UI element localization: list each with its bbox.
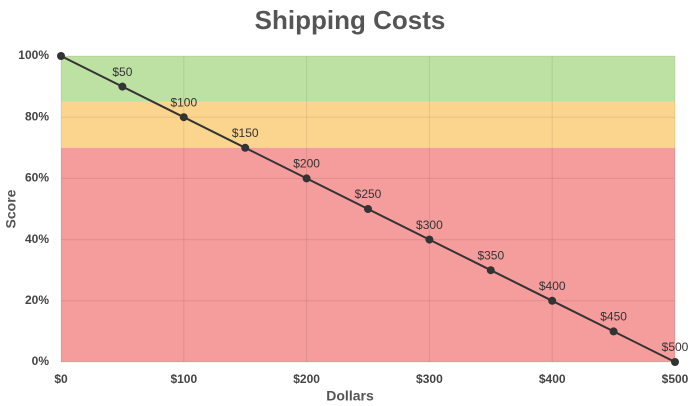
point (179, 113, 188, 122)
y-axis-label: Score (3, 189, 19, 228)
point (548, 296, 557, 305)
point (486, 266, 495, 275)
y-tick-label: 100% (18, 48, 49, 62)
data-label: $300 (416, 218, 443, 232)
data-label: $400 (539, 279, 566, 293)
data-label: $100 (170, 95, 197, 109)
point (57, 52, 65, 60)
point (609, 327, 618, 336)
y-tick-label: 80% (25, 109, 49, 123)
data-label: $200 (293, 157, 320, 171)
y-tick-label: 20% (25, 293, 49, 307)
y-tick-label: 40% (25, 232, 49, 246)
data-label: $450 (600, 310, 627, 324)
x-tick-label: $400 (539, 372, 566, 386)
data-label: $50 (112, 65, 132, 79)
data-label: $150 (232, 126, 259, 140)
y-tick-label: 60% (25, 171, 49, 185)
chart-title: Shipping Costs (255, 5, 446, 35)
x-axis-label: Dollars (326, 388, 374, 404)
data-label: $350 (477, 248, 504, 262)
y-tick-label: 0% (32, 354, 50, 368)
x-tick-label: $200 (293, 372, 320, 386)
x-tick-label: $500 (662, 372, 689, 386)
score-band (61, 56, 675, 102)
x-tick-label: $100 (170, 372, 197, 386)
x-tick-label: $0 (54, 372, 68, 386)
score-band (61, 147, 675, 362)
point (425, 235, 434, 244)
point (671, 358, 679, 366)
score-band (61, 101, 675, 148)
data-label: $500 (662, 340, 689, 354)
point (364, 205, 372, 213)
point (241, 143, 250, 152)
x-tick-label: $300 (416, 372, 443, 386)
data-label: $250 (355, 187, 382, 201)
point (302, 174, 311, 183)
point (118, 82, 127, 91)
